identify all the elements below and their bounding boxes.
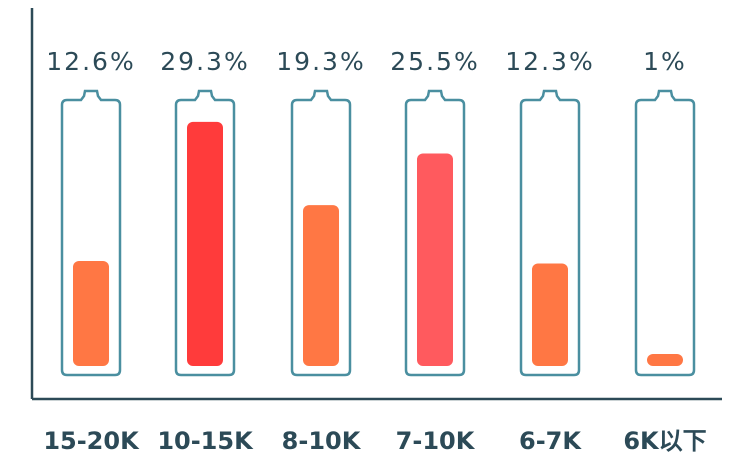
battery-outline	[60, 89, 122, 377]
value-label: 19.3%	[276, 47, 365, 76]
bar-fill	[532, 263, 568, 366]
battery-outline	[290, 89, 352, 377]
value-label: 12.6%	[46, 47, 135, 76]
value-label: 12.3%	[505, 47, 594, 76]
category-label: 6K以下	[623, 427, 706, 455]
battery-outline	[634, 89, 696, 377]
bar-fill	[647, 354, 683, 366]
value-label: 25.5%	[390, 47, 479, 76]
category-label: 10-15K	[157, 427, 254, 455]
bar-fill	[187, 121, 223, 366]
value-label: 29.3%	[160, 47, 249, 76]
bar-fill	[73, 261, 109, 366]
category-label: 6-7K	[519, 427, 582, 455]
category-label: 8-10K	[282, 427, 362, 455]
battery-outline	[174, 89, 236, 377]
category-label: 7-10K	[396, 427, 476, 455]
bar-fill	[303, 205, 339, 366]
battery-outline	[519, 89, 581, 377]
category-label: 15-20K	[43, 427, 140, 455]
value-label: 1%	[643, 47, 687, 76]
bar-fill	[417, 153, 453, 366]
battery-outline	[404, 89, 466, 377]
